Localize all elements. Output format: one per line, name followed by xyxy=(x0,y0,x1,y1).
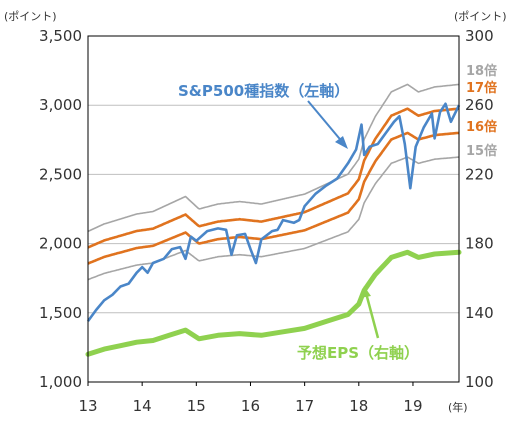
sp500-series-line xyxy=(86,102,461,322)
band-15x-line xyxy=(87,156,459,281)
x-tick-label: 13 xyxy=(78,397,97,415)
eps-series-line xyxy=(85,249,462,357)
eps-annotation-arrow xyxy=(364,292,380,339)
right-tick-label: 220 xyxy=(465,165,494,183)
sp500-annotation-label: S&P500種指数（左軸） xyxy=(178,82,349,100)
x-tick-label: 15 xyxy=(187,397,206,415)
right-tick-label: 100 xyxy=(465,373,494,391)
sp500-annotation-arrow xyxy=(307,100,345,145)
left-axis-unit: (ポイント) xyxy=(4,10,57,23)
left-tick-label: 2,000 xyxy=(39,235,82,253)
x-tick-label: 16 xyxy=(241,397,260,415)
right-tick-label: 180 xyxy=(465,235,494,253)
right-axis-unit: (ポイント) xyxy=(454,10,507,23)
left-tick-label: 2,500 xyxy=(39,165,82,183)
band-15x-label: 15倍 xyxy=(466,143,497,159)
x-tick-label: 18 xyxy=(349,397,368,415)
right-tick-label: 260 xyxy=(465,96,494,114)
left-tick-label: 3,500 xyxy=(39,27,82,45)
per-bands xyxy=(87,83,459,281)
band-18x-line xyxy=(87,83,459,233)
left-tick-label: 3,000 xyxy=(39,96,82,114)
band-17x-label: 17倍 xyxy=(466,80,497,96)
left-tick-label: 1,000 xyxy=(39,373,82,391)
band-16x-line xyxy=(87,131,459,265)
series-lines xyxy=(85,102,462,357)
eps-annotation-label: 予想EPS（右軸） xyxy=(297,344,419,362)
eps-annotation-arrowhead xyxy=(360,286,371,298)
plot-frame xyxy=(87,35,460,383)
x-tick-label: 17 xyxy=(295,397,314,415)
x-axis-unit: (年) xyxy=(448,400,468,414)
left-tick-label: 1,500 xyxy=(39,304,82,322)
band-17x-line xyxy=(87,107,459,249)
sp500-annotation-arrowhead xyxy=(335,136,348,149)
x-tick-label: 14 xyxy=(133,397,152,415)
right-tick-label: 300 xyxy=(465,27,494,45)
right-tick-label: 140 xyxy=(465,304,494,322)
band-18x-label: 18倍 xyxy=(466,63,497,79)
band-16x-label: 16倍 xyxy=(466,119,497,135)
axes: 1,000 1,500 2,000 2,500 3,000 3,500 100 140 180 2… xyxy=(4,10,507,415)
x-tick-label: 19 xyxy=(403,397,422,415)
